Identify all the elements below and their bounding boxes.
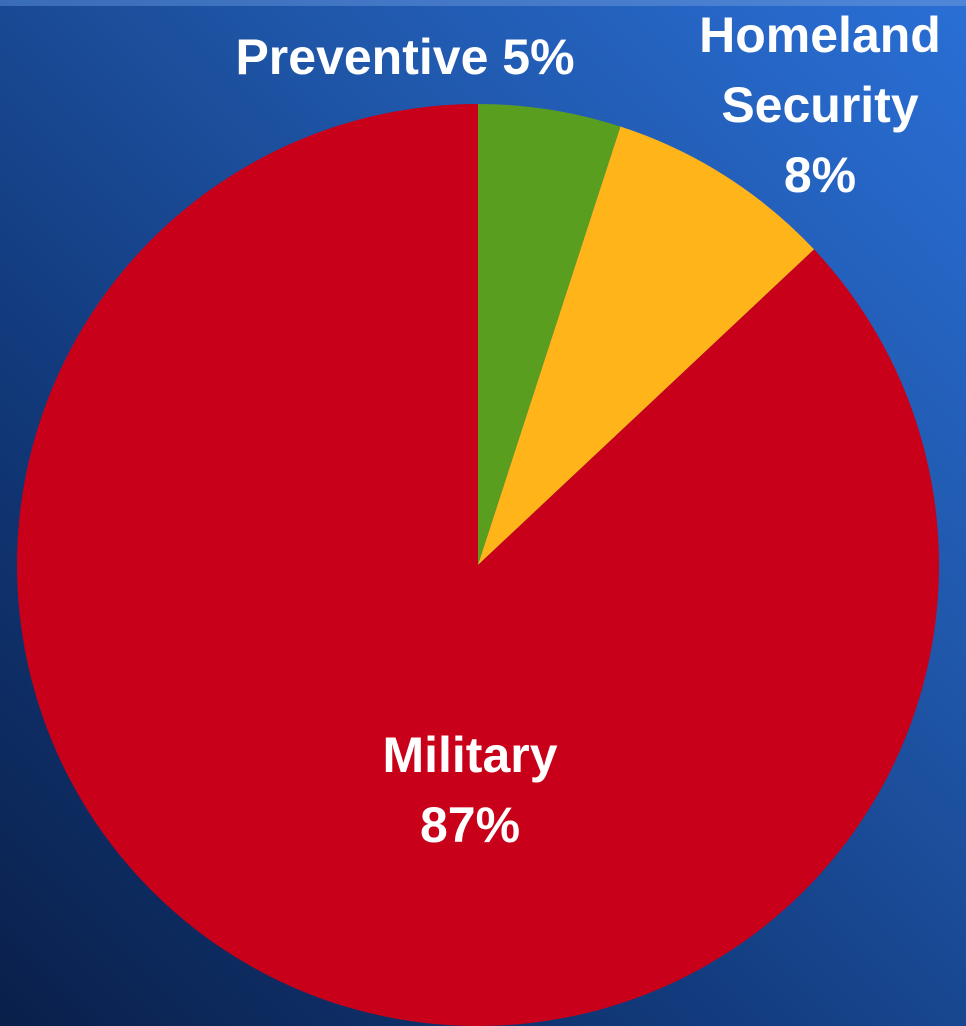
top-rule <box>0 0 966 6</box>
pie-slices <box>16 104 939 1026</box>
label-military-line2: 87% <box>420 797 520 853</box>
pie-slice-preventive <box>478 104 621 565</box>
label-homeland-line2: Security <box>721 77 919 133</box>
label-preventive: Preventive 5% <box>235 29 574 85</box>
label-homeland-line3: 8% <box>784 147 856 203</box>
label-military-line1: Military <box>382 727 557 783</box>
pie-slice-military <box>16 104 939 1026</box>
pie-slice-homeland-security <box>478 126 815 565</box>
label-homeland-line1: Homeland <box>699 7 941 63</box>
